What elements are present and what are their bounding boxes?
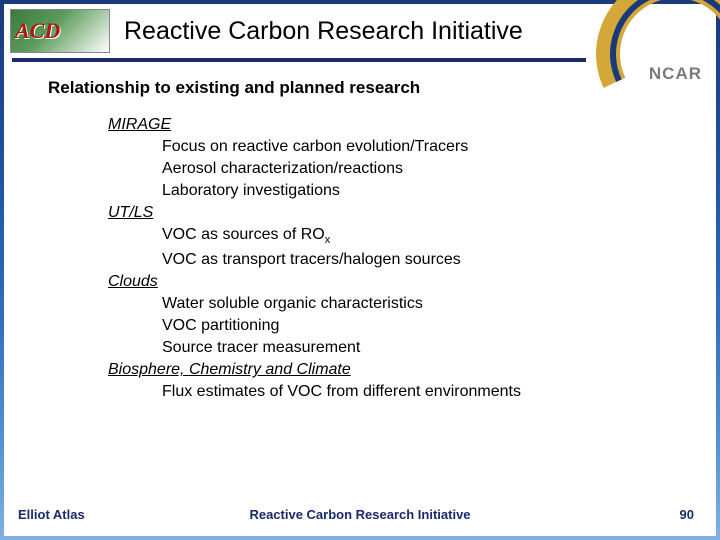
footer-page-number: 90 [680, 507, 694, 522]
footer-author: Elliot Atlas [18, 507, 85, 522]
content: Relationship to existing and planned res… [48, 78, 696, 403]
section-item: Laboratory investigations [162, 180, 696, 202]
section-item: Source tracer measurement [162, 337, 696, 359]
section-head: UT/LS [108, 202, 696, 224]
acd-logo: ACD [10, 9, 110, 53]
page-title: Reactive Carbon Research Initiative [124, 17, 523, 46]
header: ACD Reactive Carbon Research Initiative [4, 4, 716, 58]
subtitle: Relationship to existing and planned res… [48, 78, 696, 98]
section-item: VOC as transport tracers/halogen sources [162, 249, 696, 271]
acd-logo-text: ACD [15, 18, 60, 44]
section-head: Clouds [108, 271, 696, 293]
section-item: Aerosol characterization/reactions [162, 158, 696, 180]
section-item: VOC as sources of ROx [162, 224, 696, 248]
section-item: Flux estimates of VOC from different env… [162, 381, 696, 403]
section-item: VOC partitioning [162, 315, 696, 337]
section-head: Biosphere, Chemistry and Climate [108, 359, 696, 381]
divider [12, 58, 586, 62]
sections-list: MIRAGEFocus on reactive carbon evolution… [108, 114, 696, 403]
section-head: MIRAGE [108, 114, 696, 136]
section-item: Water soluble organic characteristics [162, 293, 696, 315]
slide: ACD Reactive Carbon Research Initiative … [4, 4, 716, 536]
footer: Elliot Atlas Reactive Carbon Research In… [4, 507, 716, 522]
footer-title: Reactive Carbon Research Initiative [249, 507, 470, 522]
section-item: Focus on reactive carbon evolution/Trace… [162, 136, 696, 158]
